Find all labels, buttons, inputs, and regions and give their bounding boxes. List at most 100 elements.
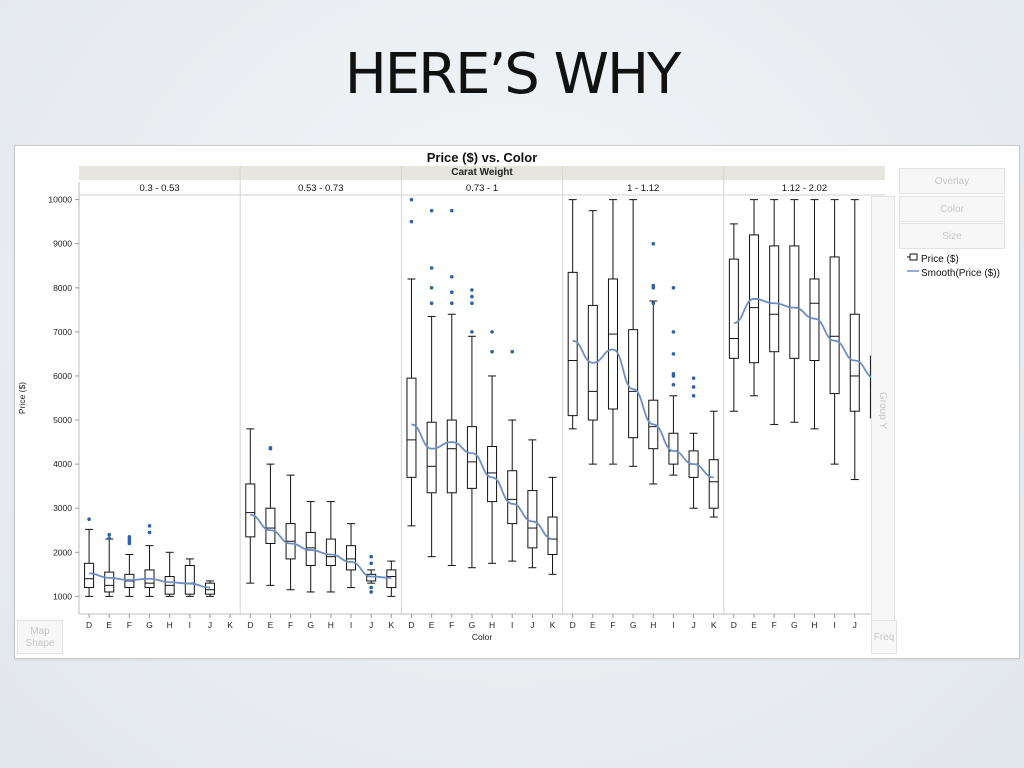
legend-label: Smooth(Price ($)): [921, 268, 1000, 280]
box-iqr: [346, 545, 357, 571]
box-iqr: [587, 304, 598, 421]
outlier-point: [671, 330, 676, 334]
outlier-point: [127, 535, 132, 539]
y-tick-label: 5000: [53, 415, 72, 425]
y-axis-title: Price ($): [17, 382, 27, 414]
x-tick-label: H: [650, 620, 656, 630]
outlier-point: [470, 288, 474, 292]
box-iqr: [204, 582, 215, 595]
box-iqr: [124, 573, 135, 589]
legend: Price ($) Smooth(Price ($)): [907, 252, 1000, 280]
x-tick-label: I: [672, 620, 674, 630]
y-tick-label: 4000: [53, 459, 72, 469]
outlier-point: [409, 197, 414, 202]
outlier-point: [470, 301, 474, 306]
x-tick-label: J: [691, 620, 695, 630]
x-axis-title: Color: [472, 632, 492, 642]
box-iqr: [809, 278, 820, 362]
y-tick-label: 3000: [53, 503, 72, 513]
y-tick-label: 6000: [53, 371, 72, 381]
x-tick-label: J: [853, 620, 857, 630]
panel-label: 0.53 - 0.73: [298, 183, 343, 194]
outlier-point: [671, 352, 676, 356]
box-iqr: [265, 507, 276, 544]
group-by-header: Carat Weight: [79, 166, 885, 180]
outlier-point: [429, 266, 434, 270]
outlier-point: [449, 274, 454, 279]
x-tick-label: G: [469, 620, 476, 630]
box-iqr: [285, 523, 296, 560]
box-iqr: [305, 531, 316, 567]
y-tick-label: 9000: [53, 239, 72, 249]
x-tick-label: D: [570, 620, 576, 630]
box-iqr: [728, 258, 739, 359]
x-tick-label: E: [590, 620, 596, 630]
outlier-point: [369, 585, 373, 590]
box-iqr: [688, 450, 699, 478]
legend-item-price: Price ($): [907, 252, 1000, 266]
x-tick-label: E: [429, 620, 435, 630]
box-iqr: [507, 470, 518, 525]
overlay-drop-zone[interactable]: Overlay: [899, 168, 1005, 194]
outlier-point: [127, 539, 132, 544]
outlier-point: [691, 385, 696, 389]
x-tick-label: J: [208, 620, 212, 630]
x-tick-label: F: [288, 620, 293, 630]
box-iqr: [607, 278, 618, 410]
outlier-point: [429, 301, 434, 306]
outlier-point: [369, 554, 373, 559]
freq-drop-zone[interactable]: Freq: [871, 620, 897, 654]
slide-title: HERE’S WHY: [344, 42, 682, 107]
outlier-point: [449, 290, 454, 295]
x-tick-label: E: [751, 620, 757, 630]
panel-label: 0.73 - 1: [466, 183, 498, 194]
smooth-line: [572, 339, 714, 479]
x-tick-label: K: [711, 620, 717, 630]
smooth-line: [250, 513, 392, 579]
x-tick-label: J: [369, 620, 373, 630]
outlier-point: [671, 371, 676, 376]
y-tick-label: 2000: [53, 547, 72, 557]
x-tick-label: D: [86, 620, 92, 630]
outlier-point: [651, 283, 656, 288]
outlier-point: [691, 376, 696, 380]
x-tick-label: D: [731, 620, 737, 630]
smooth-line: [89, 572, 210, 589]
x-tick-label: D: [247, 620, 253, 630]
outlier-point: [490, 330, 494, 334]
x-tick-label: H: [328, 620, 334, 630]
box-symbol-icon: [907, 252, 921, 267]
graph-builder-window: Price ($) vs. Color Carat Weight 0.3 - 0…: [14, 145, 1020, 659]
box-iqr: [184, 565, 195, 595]
x-tick-label: F: [772, 620, 777, 630]
x-tick-label: D: [408, 620, 414, 630]
y-tick-label: 7000: [53, 327, 72, 337]
box-iqr: [829, 256, 840, 395]
x-tick-label: I: [511, 620, 513, 630]
box-iqr: [245, 483, 256, 538]
map-shape-drop-zone[interactable]: Map Shape: [17, 620, 63, 654]
size-drop-zone[interactable]: Size: [899, 223, 1005, 249]
outlier-point: [651, 241, 656, 246]
color-drop-zone[interactable]: Color: [899, 196, 1005, 222]
outlier-point: [369, 561, 373, 566]
box-iqr: [648, 399, 659, 450]
box-iqr: [708, 459, 719, 509]
group-y-drop-zone[interactable]: Group Y: [871, 196, 895, 626]
box-iqr: [567, 271, 578, 417]
outlier-point: [671, 382, 676, 387]
outlier-point: [268, 446, 273, 450]
chart-title: Price ($) vs. Color: [426, 150, 538, 165]
box-iqr: [446, 419, 457, 494]
box-iqr: [84, 562, 95, 589]
x-tick-label: E: [268, 620, 274, 630]
x-tick-label: F: [127, 620, 132, 630]
outlier-point: [691, 393, 696, 398]
x-tick-label: J: [530, 620, 534, 630]
x-tick-label: H: [489, 620, 495, 630]
box-iqr: [749, 234, 760, 364]
box-iqr: [104, 571, 115, 593]
outlier-point: [87, 517, 91, 522]
x-tick-label: I: [833, 620, 835, 630]
box-iqr: [487, 445, 498, 503]
